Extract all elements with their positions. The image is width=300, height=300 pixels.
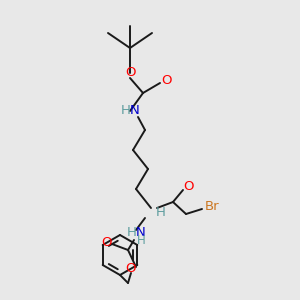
Text: O: O [101,236,111,248]
Text: O: O [184,181,194,194]
Text: Br: Br [205,200,219,214]
Text: O: O [161,74,171,88]
Text: H: H [156,206,166,218]
Text: H: H [127,226,137,238]
Text: N: N [136,226,146,238]
Text: H: H [121,104,131,118]
Text: H: H [136,235,146,248]
Text: N: N [130,104,140,118]
Text: O: O [125,262,135,275]
Text: O: O [125,67,135,80]
